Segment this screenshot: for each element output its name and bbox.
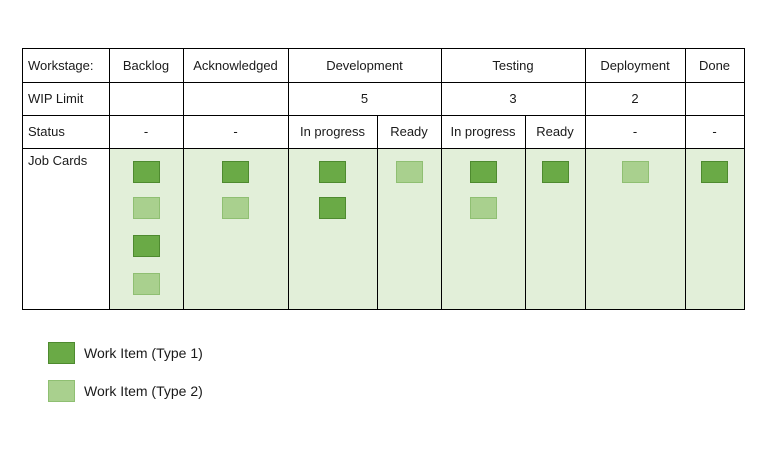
grid-vline — [288, 48, 289, 310]
grid-vline — [685, 48, 686, 310]
grid-vline — [585, 48, 586, 310]
job-card-type2[interactable] — [396, 161, 423, 183]
status-development-1: Ready — [390, 124, 428, 139]
wip-limit-done — [685, 82, 744, 115]
status-done-0: - — [712, 124, 717, 139]
row-label-jobs: Job Cards — [28, 153, 88, 168]
grid-hline — [22, 48, 745, 49]
job-card-type1[interactable] — [222, 161, 249, 183]
job-card-type1[interactable] — [701, 161, 728, 183]
grid-vline — [109, 48, 110, 310]
status-acknowledged-0: - — [233, 124, 238, 139]
job-card-type1[interactable] — [133, 235, 160, 257]
job-card-type1[interactable] — [470, 161, 497, 183]
wip-limit-testing: 3 — [509, 91, 517, 106]
job-card-type1[interactable] — [319, 161, 346, 183]
job-card-type2[interactable] — [470, 197, 497, 219]
stage-header-testing: Testing — [492, 57, 534, 73]
grid-vline — [183, 48, 184, 310]
job-card-type2[interactable] — [133, 273, 160, 295]
job-card-type1[interactable] — [319, 197, 346, 219]
stage-header-backlog: Backlog — [122, 57, 170, 73]
row-label-workstage: Workstage: — [28, 57, 94, 73]
grid-hline — [22, 115, 745, 116]
stage-header-development: Development — [326, 57, 403, 73]
grid-vline — [22, 48, 23, 310]
legend-item-type2: Work Item (Type 2) — [48, 380, 203, 402]
grid-vline — [377, 115, 378, 310]
job-card-type1[interactable] — [133, 161, 160, 183]
status-backlog-0: - — [143, 124, 149, 139]
row-label-status: Status — [28, 124, 65, 139]
grid-hline — [22, 309, 745, 310]
grid-hline — [22, 148, 745, 149]
wip-limit-acknowledged — [183, 82, 288, 115]
status-development-0: In progress — [299, 124, 366, 139]
wip-limit-development: 5 — [360, 91, 369, 106]
status-testing-0: In progress — [450, 124, 516, 139]
status-testing-1: Ready — [536, 124, 574, 139]
job-card-type1[interactable] — [542, 161, 569, 183]
job-card-type2[interactable] — [222, 197, 249, 219]
legend-label-type1: Work Item (Type 1) — [84, 345, 203, 361]
job-card-type2[interactable] — [622, 161, 649, 183]
wip-limit-deployment: 2 — [631, 91, 639, 106]
stage-header-acknowledged: Acknowledged — [193, 57, 278, 73]
row-label-wip: WIP Limit — [28, 91, 84, 106]
legend-swatch-type1 — [48, 342, 75, 364]
grid-vline — [525, 115, 526, 310]
legend-swatch-type2 — [48, 380, 75, 402]
grid-vline — [744, 48, 745, 310]
job-card-type2[interactable] — [133, 197, 160, 219]
status-deployment-0: - — [632, 124, 638, 139]
wip-limit-backlog — [109, 82, 183, 115]
grid-hline — [22, 82, 745, 83]
stage-header-done: Done — [698, 57, 731, 73]
legend-label-type2: Work Item (Type 2) — [84, 383, 203, 399]
stage-header-deployment: Deployment — [600, 57, 670, 73]
grid-vline — [441, 48, 442, 310]
legend-item-type1: Work Item (Type 1) — [48, 342, 203, 364]
